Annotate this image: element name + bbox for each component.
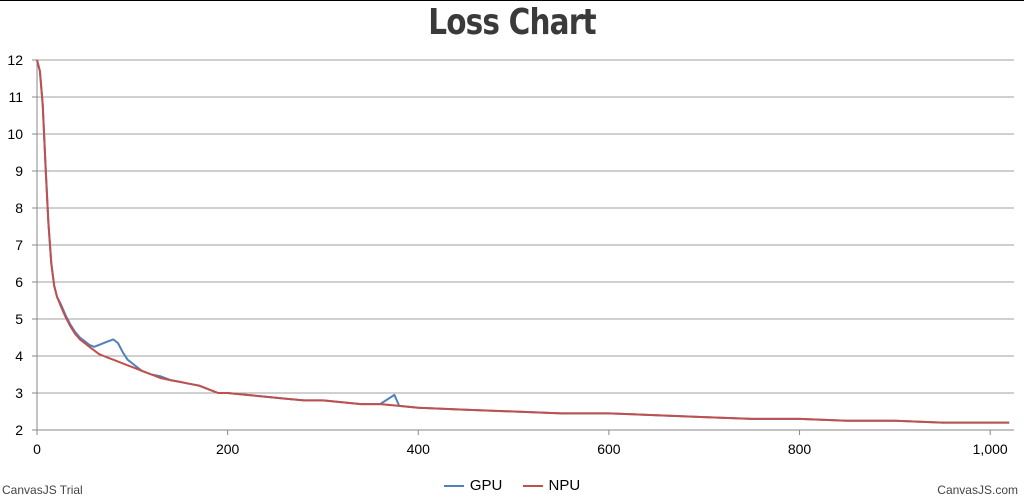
legend-item-npu[interactable]: NPU: [522, 477, 581, 494]
x-tick-label: 200: [216, 441, 240, 457]
y-tick-label: 3: [15, 385, 23, 401]
legend-swatch-npu: [522, 485, 543, 488]
y-tick-label: 2: [15, 422, 23, 438]
x-tick-label: 800: [788, 441, 812, 457]
x-tick-label: 600: [597, 441, 621, 457]
series-line-gpu: [36, 59, 1010, 424]
y-tick-label: 4: [15, 348, 23, 364]
x-tick-label: 0: [33, 441, 41, 457]
y-tick-label: 10: [7, 126, 23, 142]
y-tick-label: 11: [8, 89, 23, 105]
x-tick-label: 1,000: [973, 441, 1008, 457]
legend-item-gpu[interactable]: GPU: [443, 477, 503, 494]
x-tick-label: 400: [407, 441, 431, 457]
legend: GPU NPU: [0, 477, 1024, 494]
y-tick-label: 5: [15, 311, 23, 327]
axes: [32, 59, 1014, 435]
canvasjs-link[interactable]: CanvasJS.com: [937, 483, 1018, 497]
y-tick-label: 8: [15, 200, 23, 216]
y-tick-label: 9: [15, 163, 23, 179]
grid-lines: [37, 59, 1014, 431]
series-lines: [36, 59, 1010, 424]
legend-label-npu: NPU: [548, 477, 581, 494]
y-tick-label: 12: [7, 52, 23, 68]
legend-label-gpu: GPU: [469, 477, 503, 494]
legend-swatch-gpu: [443, 485, 464, 488]
series-line-npu: [36, 59, 1010, 424]
y-tick-label: 6: [15, 274, 23, 290]
chart-title: Loss Chart: [428, 2, 596, 43]
tick-labels: 2 3 4 5 6 7 8 9 10 11 12 0 200 400 600 800 1,000: [7, 52, 1007, 457]
y-tick-label: 7: [15, 237, 23, 253]
trial-credit: CanvasJS Trial: [2, 483, 83, 497]
